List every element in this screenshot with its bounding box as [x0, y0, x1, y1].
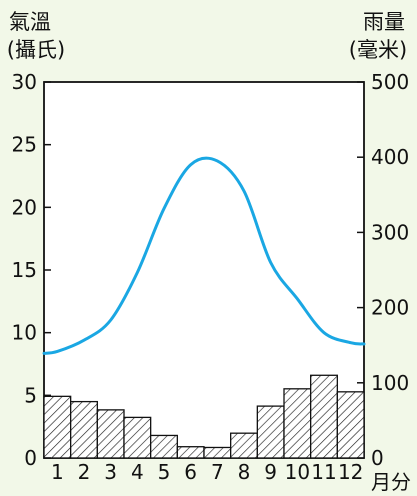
rainfall-bar-5 [150, 434, 178, 459]
x-tick-label: 2 [78, 460, 91, 484]
left-tick-label: 30 [12, 70, 37, 94]
x-tick-label: 8 [238, 460, 251, 484]
x-axis-unit: 月分 [371, 470, 411, 494]
left-tick-label: 20 [12, 195, 37, 219]
rainfall-bar-12 [336, 391, 365, 459]
rainfall-bars [43, 374, 365, 459]
rainfall-bar-1 [43, 395, 72, 459]
left-axis-ticks: 0 5 10 15 20 25 30 [12, 70, 51, 470]
x-tick-label: 3 [104, 460, 117, 484]
right-tick-label: 500 [371, 70, 409, 94]
left-tick-label: 5 [24, 383, 37, 407]
rainfall-bar-6 [176, 446, 205, 459]
right-axis-ticks: 0 100 200 300 400 500 [357, 70, 409, 470]
x-tick-label: 7 [211, 460, 224, 484]
left-tick-label: 10 [12, 321, 37, 345]
rainfall-bar-4 [123, 416, 152, 459]
right-tick-label: 200 [371, 296, 409, 320]
temperature-line [42, 156, 366, 355]
left-axis-title: 氣溫 [9, 10, 51, 34]
rainfall-bar-3 [96, 409, 125, 459]
x-tick-label: 4 [131, 460, 144, 484]
x-axis-ticks: 1 2 3 4 5 6 7 8 9 10 11 12 [51, 460, 363, 484]
rainfall-bar-9 [256, 405, 285, 459]
x-tick-label: 12 [338, 460, 363, 484]
x-tick-label: 5 [158, 460, 171, 484]
right-tick-label: 300 [371, 220, 409, 244]
rainfall-bar-2 [70, 400, 98, 459]
right-tick-label: 100 [371, 371, 409, 395]
rainfall-bar-7 [203, 446, 232, 459]
left-axis-unit: (攝氏) [7, 38, 65, 62]
rainfall-bar-10 [283, 388, 312, 459]
x-tick-label: 6 [184, 460, 197, 484]
left-tick-label: 0 [24, 446, 37, 470]
left-tick-label: 15 [12, 258, 37, 282]
left-tick-label: 25 [12, 133, 37, 157]
x-tick-label: 1 [51, 460, 64, 484]
right-tick-label: 400 [371, 145, 409, 169]
rainfall-bar-8 [230, 432, 258, 459]
right-axis-unit: (毫米) [349, 38, 407, 62]
rainfall-bar-11 [310, 374, 338, 459]
x-tick-label: 9 [264, 460, 277, 484]
right-axis-title: 雨量 [363, 10, 405, 34]
right-tick-label: 0 [371, 446, 384, 470]
x-tick-label: 11 [311, 460, 336, 484]
x-tick-label: 10 [285, 460, 310, 484]
